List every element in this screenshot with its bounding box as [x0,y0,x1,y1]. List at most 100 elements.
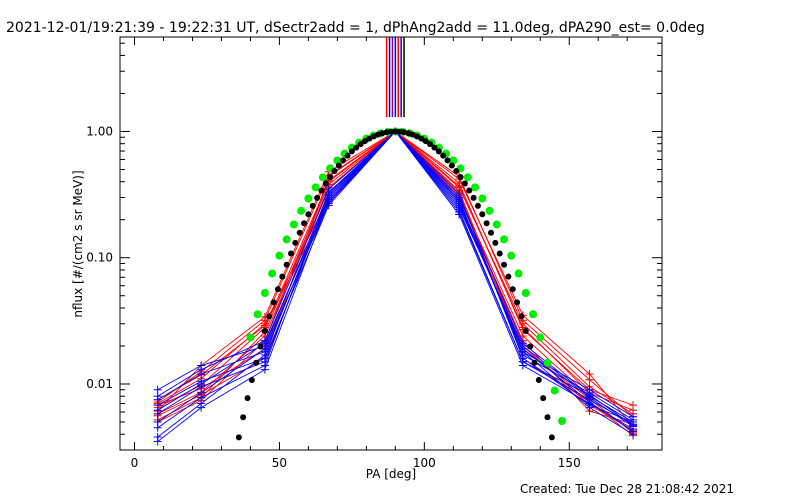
black-model-point [244,395,251,402]
black-model-point [466,187,473,194]
x-tick-label-150: 150 [558,456,581,470]
green-model-point [514,269,523,278]
black-model-point [348,148,355,155]
x-tick-labels: 0 50 100 150 [131,456,581,470]
black-model-point [322,180,329,187]
green-model-point [463,173,472,182]
x-tick-label-50: 50 [272,456,287,470]
created-timestamp: Created: Tue Dec 28 21:08:42 2021 [520,482,734,496]
black-model-point [531,359,538,366]
green-model-point [500,235,509,244]
blue-series-point [518,357,527,366]
blue-series-point [260,350,269,359]
black-model-point [435,148,442,155]
blue-series-point [585,403,594,412]
green-model-point [318,173,327,182]
blue-series-point [197,379,206,388]
green-model-point [471,183,480,192]
black-model-point [444,157,451,164]
green-model-point [260,288,269,297]
black-model-point [492,239,499,246]
blue-series-point [153,423,162,432]
green-model-point [558,416,567,425]
black-model-point [487,229,494,236]
green-model-point [297,206,306,215]
black-model-point [522,328,529,335]
black-model-point [392,128,399,135]
green-model-point [529,310,538,319]
green-model-point [275,251,284,260]
green-model-point [246,333,255,342]
red-series-point [518,323,527,332]
black-model-point [344,152,351,159]
black-model-point [240,414,247,421]
black-model-point [335,162,342,169]
x-tick-label-0: 0 [131,456,139,470]
chart-title: 2021-12-01/19:21:39 - 19:22:31 UT, dSect… [6,20,705,36]
black-model-point [448,162,455,169]
x-axis-label: PA [deg] [366,467,416,481]
black-model-point [270,299,277,306]
black-model-point [483,220,490,227]
black-model-point [340,157,347,164]
blue-series-point [455,189,464,198]
green-model-point [268,269,277,278]
blue-series-point [455,208,464,217]
red-series-line [157,130,634,436]
y-tick-label-1p00: 1.00 [86,124,113,138]
green-model-point [536,333,545,342]
black-model-point [440,152,447,159]
black-model-point [331,168,338,175]
black-model-point [422,138,429,145]
black-model-point [544,414,551,421]
y-tick-label-0p10: 0.10 [86,251,113,265]
blue-series-point [153,406,162,415]
black-model-point [505,273,512,280]
green-model-point [550,386,559,395]
black-model-point [305,211,312,218]
black-model-point [361,138,368,145]
black-model-point [283,261,290,268]
green-model-point [543,358,552,367]
black-model-point [314,194,321,201]
black-model-point [327,174,334,181]
blue-series-point [260,339,269,348]
y-axis-label: nflux [#/(cm2 s sr MeV)] [71,170,85,317]
black-model-point [479,211,486,218]
blue-series-point [455,197,464,206]
black-model-point [518,313,525,320]
black-model-point [509,286,516,293]
green-model-point [485,206,494,215]
blue-series-point [629,430,638,439]
black-model-point [548,434,555,441]
green-model-point [282,235,291,244]
black-model-point [318,187,325,194]
black-model-point [461,180,468,187]
black-model-point [388,128,394,135]
y-tick-labels: 0.01 0.10 1.00 [86,124,113,391]
black-model-point [248,376,255,383]
black-model-point [535,376,542,383]
black-model-point [514,299,521,306]
black-model-point [453,168,460,175]
green-model-point [311,183,320,192]
black-model-point [266,313,273,320]
black-model-point [357,141,364,148]
blue-series-line [157,130,634,432]
black-model-point [501,261,508,268]
black-model-point [418,135,425,142]
vertical-line-bundle [385,37,405,118]
black-model-point [279,273,286,280]
black-model-curve [235,128,555,441]
blue-series-point [585,390,594,399]
black-model-point [457,174,464,181]
axis-ticks [120,37,662,451]
green-model-point [449,156,458,165]
blue-series-point [518,347,527,356]
green-model-point [333,156,342,165]
blue-series-point [629,421,638,430]
blue-series-point [324,197,333,206]
black-model-point [353,144,360,151]
blue-series-point [153,392,162,401]
